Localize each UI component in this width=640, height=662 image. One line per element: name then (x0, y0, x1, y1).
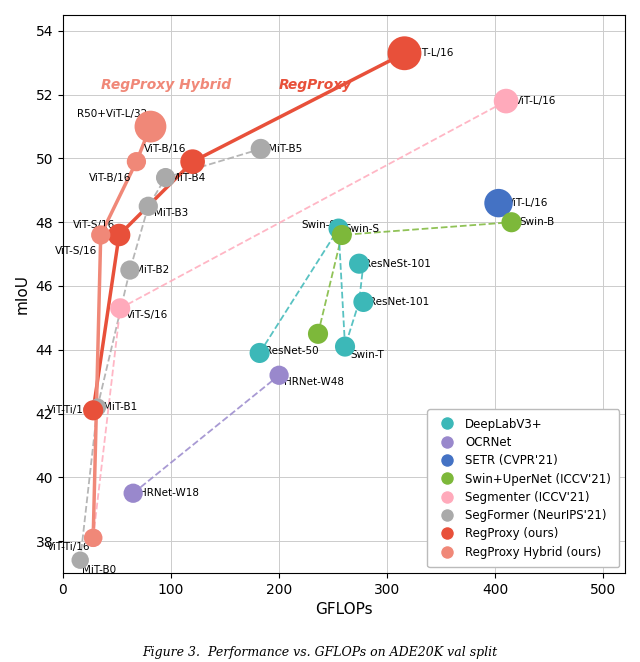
Text: MiT-B4: MiT-B4 (171, 173, 205, 183)
Point (88, 532, 99, 543)
Point (255, 144, 266, 154)
Text: ViT-S/16: ViT-S/16 (55, 246, 97, 256)
Text: ViT-S/16: ViT-S/16 (125, 310, 168, 320)
Text: Swin-T: Swin-T (351, 350, 384, 359)
Point (128, 488, 138, 498)
Point (125, 265, 135, 275)
Text: ViT-S/16: ViT-S/16 (72, 220, 115, 230)
Text: ViT-L/16: ViT-L/16 (507, 198, 548, 208)
Text: MiT-B1: MiT-B1 (103, 402, 137, 412)
Text: ViT-L/16: ViT-L/16 (515, 96, 556, 106)
Point (274, 370, 284, 381)
Point (501, 96, 511, 107)
Text: ViT-Ti/16: ViT-Ti/16 (47, 405, 90, 415)
Point (143, 201, 154, 212)
Point (255, 348, 265, 358)
Point (399, 48, 410, 58)
Text: MiT-B3: MiT-B3 (154, 208, 188, 218)
Point (115, 303, 125, 314)
Legend: DeepLabV3+, OCRNet, SETR (CVPR'21), Swin+UperNet (ICCV'21), Segmenter (ICCV'21),: DeepLabV3+, OCRNet, SETR (CVPR'21), Swin… (427, 409, 619, 567)
Point (95, 230, 106, 240)
Point (145, 121, 156, 132)
Point (88, 405, 99, 416)
Text: ViT-Ti/16: ViT-Ti/16 (47, 542, 90, 552)
Text: Swin-S: Swin-S (301, 220, 337, 230)
Text: ResNet-50: ResNet-50 (265, 346, 319, 356)
Text: HRNet-W18: HRNet-W18 (139, 489, 198, 498)
Text: ViT-L/16: ViT-L/16 (413, 48, 454, 58)
X-axis label: GFLOPs: GFLOPs (315, 602, 372, 617)
Point (340, 342, 350, 352)
Point (313, 328, 323, 339)
Point (354, 258, 364, 269)
Text: Figure 3.  Performance vs. GFLOPs on ADE20K val split: Figure 3. Performance vs. GFLOPs on ADE2… (143, 645, 497, 659)
Point (333, 223, 344, 234)
Text: MiT-B2: MiT-B2 (135, 265, 170, 275)
Point (131, 156, 141, 167)
Point (88, 532, 99, 543)
Point (161, 172, 171, 183)
Text: MiT-B0: MiT-B0 (83, 565, 116, 575)
Text: MiT-B5: MiT-B5 (268, 144, 303, 154)
Text: ViT-B/16: ViT-B/16 (144, 144, 186, 154)
Point (493, 198, 504, 209)
Text: ResNet-101: ResNet-101 (369, 297, 429, 307)
Text: ResNeSt-101: ResNeSt-101 (365, 259, 431, 269)
Point (506, 217, 516, 228)
Point (92, 402, 102, 412)
Text: R50+ViT-L/32: R50+ViT-L/32 (77, 109, 147, 119)
Point (337, 230, 347, 240)
Point (188, 156, 198, 167)
Point (114, 230, 124, 240)
Text: HRNet-W48: HRNet-W48 (285, 377, 344, 387)
Text: RegProxy Hybrid: RegProxy Hybrid (100, 78, 231, 92)
Point (75, 555, 85, 565)
Text: Swin-B: Swin-B (519, 217, 554, 227)
Text: RegProxy: RegProxy (279, 78, 353, 92)
Text: Swin-S: Swin-S (344, 224, 379, 234)
Text: ViT-B/16: ViT-B/16 (88, 173, 131, 183)
Y-axis label: mIoU: mIoU (15, 274, 30, 314)
Point (358, 297, 369, 307)
